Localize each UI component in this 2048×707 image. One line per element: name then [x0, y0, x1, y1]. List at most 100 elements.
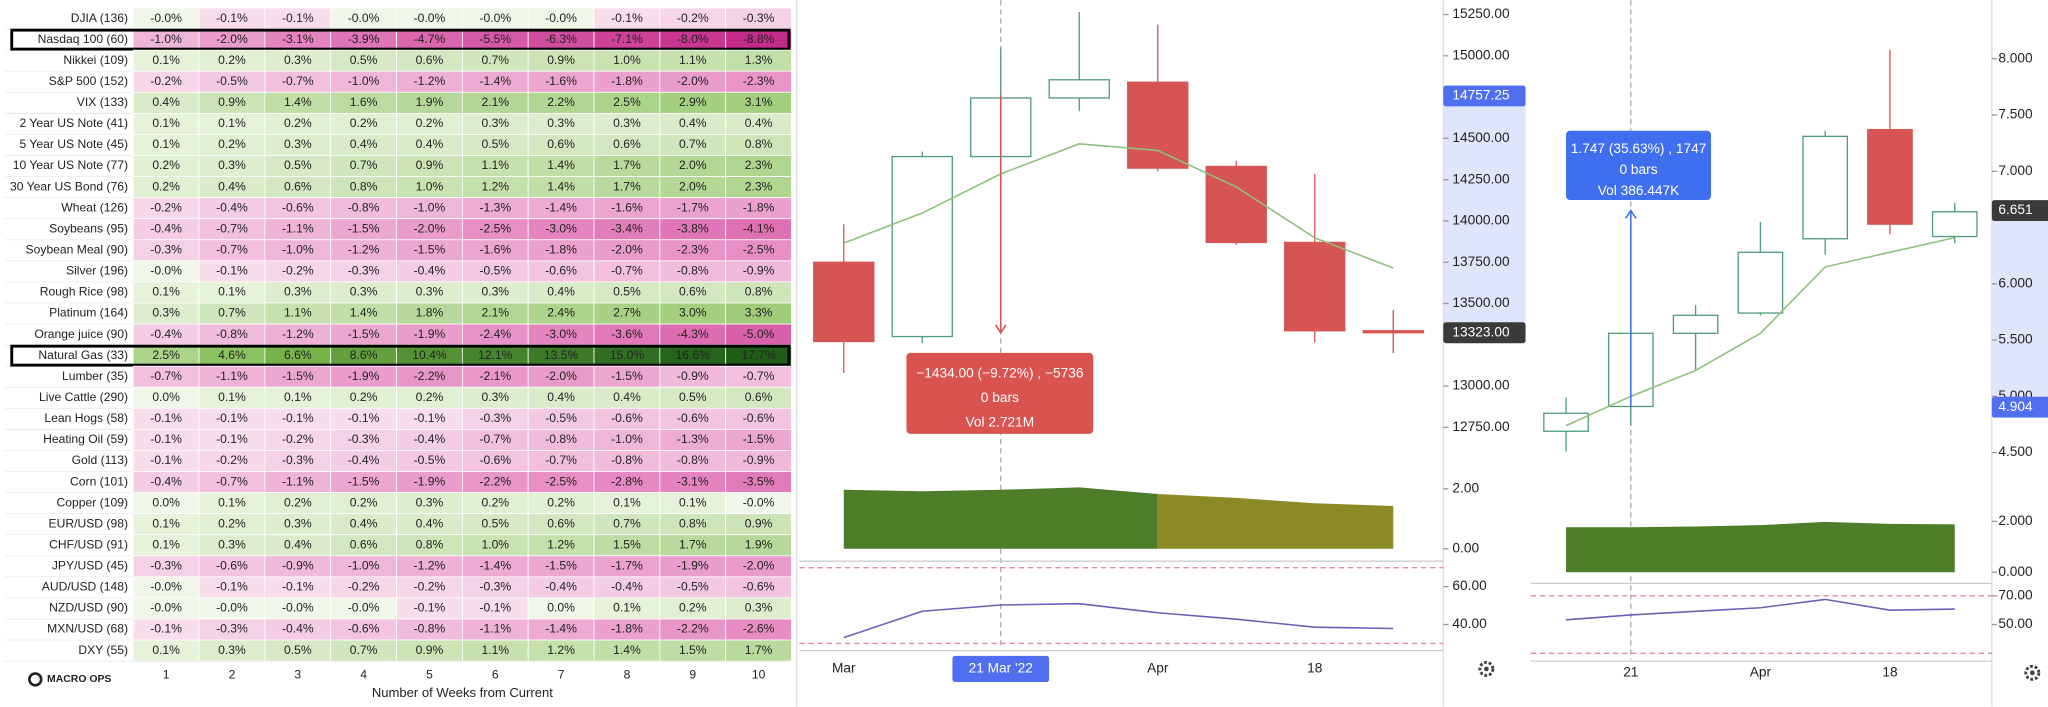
cell-value: -0.5% — [545, 411, 577, 425]
candle-body — [1543, 412, 1589, 432]
cell-value: 0.5% — [284, 158, 312, 172]
cell-value: 0.9% — [745, 516, 773, 530]
y-tick-label: 50.00 — [1998, 616, 2033, 631]
cell-value: 0.3% — [481, 390, 509, 404]
tooltip-line: −1434.00 (−9.72%) , −5736 — [916, 366, 1084, 381]
cell-value: -0.4% — [216, 200, 248, 214]
cell-value: -1.8% — [743, 200, 775, 214]
cell-value: 0.2% — [416, 116, 444, 130]
cell-value: 0.1% — [613, 601, 641, 615]
cell-value: 1.0% — [613, 53, 641, 67]
cell-value: 0.3% — [284, 53, 312, 67]
cell-value: -0.2% — [282, 432, 314, 446]
cell-value: -0.1% — [216, 432, 248, 446]
cell-value: -1.5% — [743, 432, 775, 446]
cell-value: 1.4% — [284, 95, 312, 109]
cell-value: 0.3% — [613, 116, 641, 130]
cell-value: 0.3% — [481, 285, 509, 299]
cell-value: 0.4% — [547, 285, 575, 299]
cell-value: -0.4% — [150, 221, 182, 235]
cell-value: -0.7% — [611, 264, 643, 278]
cell-value: 0.4% — [416, 516, 444, 530]
y-tick-label: 2.00 — [1452, 481, 1479, 496]
x-tick-label: 21 — [1623, 664, 1638, 679]
row-label: S&P 500 (152) — [49, 74, 128, 88]
cell-value: -0.0% — [743, 495, 775, 509]
cell-value: -0.1% — [348, 411, 380, 425]
cell-value: 0.6% — [284, 179, 312, 193]
cell-value: -0.1% — [282, 411, 314, 425]
cell-value: -0.0% — [282, 601, 314, 615]
cell-value: 0.2% — [416, 390, 444, 404]
cell-value: -0.3% — [479, 411, 511, 425]
row-label: Nasdaq 100 (60) — [38, 32, 128, 46]
oscillator-line — [1565, 598, 1955, 621]
cell-value: 12.1% — [478, 348, 513, 362]
cell-value: -1.6% — [545, 74, 577, 88]
cell-value: -3.4% — [611, 221, 643, 235]
cell-value: 0.5% — [679, 390, 707, 404]
y-tick-label: 5.500 — [1998, 332, 2033, 347]
cell-value: 0.3% — [284, 516, 312, 530]
cell-value: -1.3% — [677, 432, 709, 446]
cell-value: -0.1% — [414, 601, 446, 615]
cell-value: 8.6% — [350, 348, 378, 362]
cell-value: -0.0% — [348, 11, 380, 25]
cell-value: 2.7% — [613, 306, 641, 320]
cell-value: -0.8% — [348, 200, 380, 214]
cell-value: -0.8% — [677, 453, 709, 467]
cell-value: 0.6% — [613, 137, 641, 151]
cell-value: 1.7% — [613, 158, 641, 172]
cell-value: -0.3% — [348, 432, 380, 446]
cell-value: -0.2% — [282, 264, 314, 278]
cell-value: -0.7% — [743, 369, 775, 383]
y-tick-label: 12750.00 — [1452, 419, 1510, 434]
cell-value: -1.0% — [348, 74, 380, 88]
cell-value: -3.8% — [677, 221, 709, 235]
cell-value: 0.6% — [679, 285, 707, 299]
cell-value: -0.5% — [414, 453, 446, 467]
row-label: 2 Year US Note (41) — [19, 116, 128, 130]
cell-value: -0.4% — [150, 327, 182, 341]
cell-value: 2.0% — [679, 158, 707, 172]
cell-value: -0.3% — [216, 622, 248, 636]
cell-value: -0.1% — [479, 601, 511, 615]
cell-value: 3.0% — [679, 306, 707, 320]
price-badge-label: 4.904 — [1998, 399, 2033, 414]
price-badge-label: 14757.25 — [1452, 88, 1510, 103]
cell-value: 0.2% — [547, 495, 575, 509]
row-label: Nikkei (109) — [63, 53, 128, 67]
cell-value: 0.5% — [481, 137, 509, 151]
cell-value: 0.7% — [613, 516, 641, 530]
cell-value: 1.7% — [679, 537, 707, 551]
cell-value: -2.3% — [677, 243, 709, 257]
row-label: 5 Year US Note (45) — [19, 137, 128, 151]
heatmap-table: DJIA (136) -0.0% -0.1% -0.1% -0.0% -0.0% -0.0%… — [5, 7, 792, 682]
cell-value: 1.3% — [745, 53, 773, 67]
cell-value: -0.4% — [611, 580, 643, 594]
cell-value: -3.0% — [545, 327, 577, 341]
column-label: 4 — [360, 668, 367, 682]
cell-value: 0.1% — [152, 537, 180, 551]
cell-value: -0.1% — [611, 11, 643, 25]
table-x-label: Number of Weeks from Current — [372, 685, 553, 700]
cell-value: -2.4% — [479, 327, 511, 341]
price-badge — [1443, 85, 1526, 107]
cell-value: 0.8% — [416, 537, 444, 551]
cell-value: 2.5% — [152, 348, 180, 362]
cell-value: 0.3% — [350, 285, 378, 299]
cell-value: -0.6% — [743, 411, 775, 425]
cell-value: 0.3% — [745, 601, 773, 615]
cell-value: 1.1% — [481, 643, 509, 657]
cell-value: -1.5% — [414, 243, 446, 257]
cell-value: -0.8% — [545, 432, 577, 446]
cell-value: 2.5% — [613, 95, 641, 109]
cell-value: 0.2% — [679, 601, 707, 615]
cell-value: 1.0% — [481, 537, 509, 551]
price-badge-label: 6.651 — [1998, 202, 2032, 217]
cell-value: 0.3% — [416, 285, 444, 299]
cell-value: -1.0% — [150, 32, 182, 46]
cell-value: 0.2% — [350, 495, 378, 509]
x-tick-label: Apr — [1147, 661, 1169, 676]
cell-value: -0.1% — [282, 11, 314, 25]
